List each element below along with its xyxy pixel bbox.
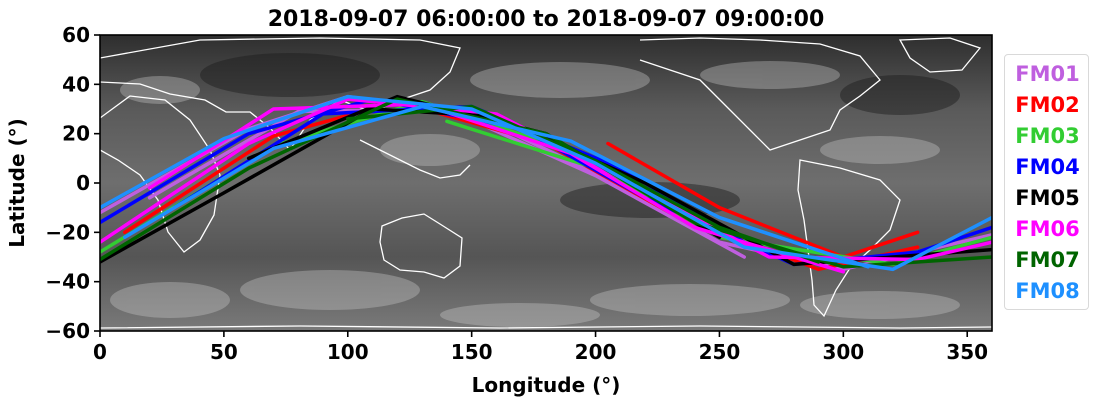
x-tick-label: 50 (210, 340, 238, 364)
legend-entry-fm08: FM08 (1015, 279, 1080, 303)
legend-entry-fm05: FM05 (1015, 186, 1080, 210)
satellite-tracks (100, 94, 992, 274)
coastline-greenland (898, 37, 982, 73)
y-axis-label: Latitude (°) (5, 118, 29, 248)
x-tick-label: 300 (822, 340, 864, 364)
legend-entry-fm04: FM04 (1015, 155, 1080, 179)
legend-entry-fm01: FM01 (1015, 62, 1080, 86)
legend-entry-fm06: FM06 (1015, 217, 1080, 241)
legend-entry-fm02: FM02 (1015, 93, 1080, 117)
legend-entry-fm03: FM03 (1015, 124, 1080, 148)
y-axis: 60 40 20 0 −20 −40 −60 (45, 23, 100, 343)
plot-area (100, 35, 992, 331)
x-tick-label: 150 (451, 340, 493, 364)
y-tick-label: −60 (45, 319, 90, 343)
y-tick-label: 60 (62, 23, 90, 47)
y-tick-label: −40 (45, 270, 90, 294)
x-axis: 0 50 100 150 200 250 300 350 (93, 331, 988, 364)
legend-entry-fm07: FM07 (1015, 248, 1080, 272)
coastline-australia (379, 213, 463, 279)
track-fm08-2 (123, 104, 870, 269)
coastline-southeast-asia (359, 139, 471, 179)
x-tick-label: 100 (327, 340, 369, 364)
x-tick-label: 200 (575, 340, 617, 364)
legend: FM01 FM02 FM03 FM04 FM05 FM06 FM07 FM08 (1004, 54, 1089, 310)
y-tick-label: −20 (45, 220, 90, 244)
x-tick-label: 350 (946, 340, 988, 364)
coastline-north-america (639, 37, 881, 151)
x-axis-label: Longitude (°) (472, 373, 621, 397)
y-tick-label: 0 (76, 171, 90, 195)
coastline-south-america (797, 159, 901, 318)
coastlines (100, 37, 992, 329)
x-tick-label: 0 (93, 340, 107, 364)
track-fm04-1 (100, 97, 992, 267)
chart-title: 2018-09-07 06:00:00 to 2018-09-07 09:00:… (268, 7, 825, 32)
track-fm02-2 (606, 141, 920, 259)
x-tick-label: 250 (699, 340, 741, 364)
y-tick-label: 20 (62, 122, 90, 146)
coastline-antarctic-edge (100, 325, 992, 329)
satellite-background (100, 35, 992, 331)
coastline-africa (100, 95, 221, 253)
y-tick-label: 40 (62, 72, 90, 96)
track-fm07-2 (346, 104, 821, 264)
